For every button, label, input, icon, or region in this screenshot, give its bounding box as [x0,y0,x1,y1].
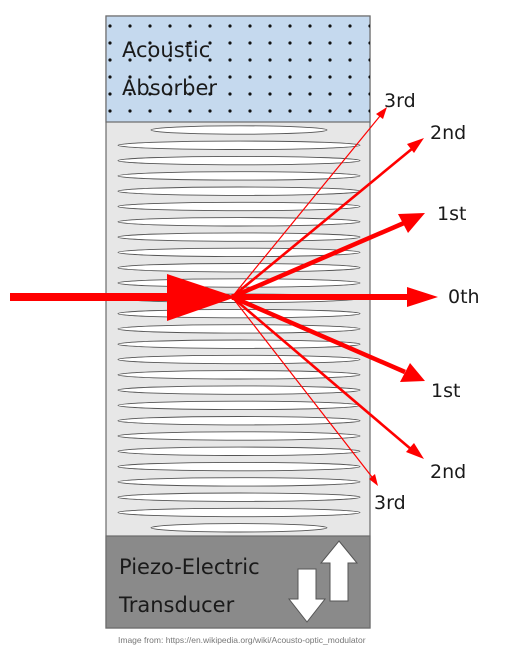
beam-1st-order-up [231,220,405,300]
beam-1st-down-arrowhead [400,363,425,382]
beam-0th-arrowhead [407,287,438,307]
acoustic-wavefront [117,446,361,456]
beam-3rd-down-arrowhead [369,474,378,486]
acoustic-wavefront [117,507,361,518]
acoustic-wavefront [117,339,361,349]
beam-1st-order-down [231,294,406,375]
acoustic-wavefront [117,416,361,426]
absorber-label-line2: Absorber [122,76,217,100]
acoustic-wavefront [150,125,328,135]
incident-arrowhead [167,274,236,321]
label-0th: 0th [448,286,480,308]
acoustic-absorber: Acoustic Absorber [105,15,371,123]
beam-2nd-down-arrowhead [406,443,424,459]
transducer-label-line1: Piezo-Electric [119,555,260,579]
acoustic-wavefront [117,201,361,212]
beam-1st-up-arrowhead [398,213,425,233]
label-3rd-down: 3rd [374,492,406,514]
acoustic-wavefront [117,308,361,319]
label-1st-down: 1st [431,380,460,402]
acoustic-wavefront [117,278,361,288]
acoustic-wavefront [117,400,361,411]
acoustic-wavefront [117,186,361,196]
absorber-label-line1: Acoustic [122,38,210,62]
label-1st-up: 1st [437,203,466,225]
diffracted-beams [10,107,438,486]
beam-3rd-up-arrowhead [376,107,387,119]
acoustic-wavefront [117,217,361,227]
acoustic-wavefront [117,140,361,150]
acoustic-wavefront [150,523,328,533]
acoustic-wavefront [117,461,361,472]
acoustic-wavefront [117,385,361,395]
acoustic-wavefront [117,155,361,166]
beam-2nd-order-up [231,146,414,299]
acoustic-wavefront [117,263,361,273]
label-3rd-up: 3rd [384,90,416,112]
beam-2nd-order-down [231,296,413,451]
beam-3rd-order-up [231,115,381,298]
acoustic-wavefront [117,354,361,365]
up-down-arrows-icon [287,540,359,623]
acoustic-wavefront [117,171,361,181]
beam-3rd-order-down [231,296,373,478]
piezo-transducer: Piezo-Electric Transducer [105,535,371,629]
label-2nd-down: 2nd [430,461,466,483]
acoustic-wavefront [117,232,361,242]
acoustic-wavefront [117,492,361,502]
transducer-label-line2: Transducer [118,593,235,617]
acoustic-wavefront [117,324,361,334]
acoustic-wavefront [117,477,361,487]
acoustic-wavefront [117,370,361,380]
beam-2nd-up-arrowhead [407,138,424,153]
label-2nd-up: 2nd [430,122,466,144]
image-credit: Image from: https://en.wikipedia.org/wik… [118,635,366,645]
acoustic-wavefront [117,431,361,441]
acoustic-wavefront [117,247,361,258]
